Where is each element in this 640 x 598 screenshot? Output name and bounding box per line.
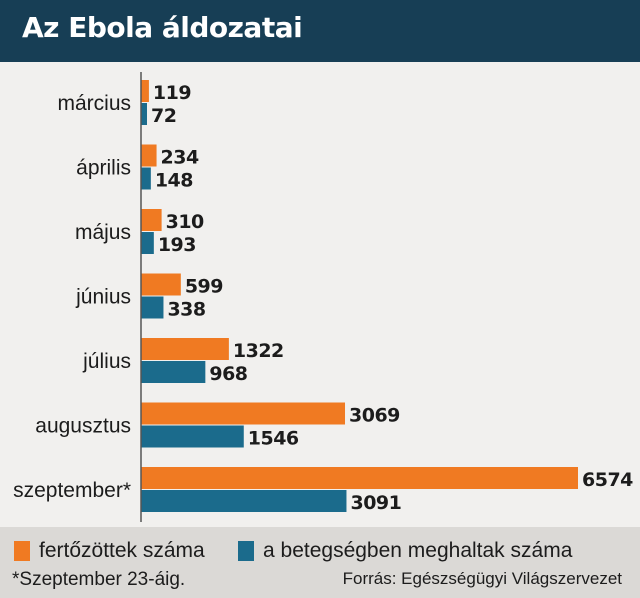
bar-deaths [141,425,244,448]
bar-infected [141,338,229,360]
bar-deaths [141,167,151,190]
value-label-infected: 6574 [582,469,633,491]
bar-infected [141,80,149,102]
legend-swatch-infected [14,541,30,561]
value-label-infected: 119 [153,82,191,104]
legend-swatch-deaths [238,541,254,561]
bar-infected [141,467,578,489]
bar-infected [141,144,157,167]
footer: fertőzöttek száma a betegségben meghalta… [0,527,640,598]
footnote: *Szeptember 23-áig. [12,569,186,590]
bar-infected [141,209,162,231]
bar-deaths [141,490,347,512]
value-label-deaths: 338 [167,299,205,321]
legend-item-deaths: a betegségben meghaltak száma [238,537,572,565]
bar-deaths [141,103,147,125]
bar-deaths [141,296,164,319]
bar-deaths [141,232,154,254]
legend-item-infected: fertőzöttek száma [14,537,205,565]
value-label-deaths: 1546 [248,428,299,450]
source-note: Forrás: Egészségügyi Világszervezet [342,569,622,588]
value-label-deaths: 148 [155,170,193,192]
value-label-deaths: 193 [158,234,196,256]
category-label: július [82,350,131,373]
header-bar: Az Ebola áldozatai [0,0,640,62]
bar-infected [141,402,346,425]
chart-title: Az Ebola áldozatai [22,11,303,44]
bar-deaths [141,361,206,383]
value-label-infected: 599 [185,276,223,298]
legend-label-deaths: a betegségben meghaltak száma [263,539,573,562]
value-label-deaths: 72 [151,105,176,127]
category-label: június [75,286,131,309]
value-label-deaths: 3091 [350,492,401,514]
value-label-infected: 3069 [349,405,400,427]
bar-infected [141,273,181,296]
value-label-deaths: 968 [209,363,247,385]
legend-label-infected: fertőzöttek száma [39,539,205,562]
value-label-infected: 1322 [233,340,284,362]
category-label: március [57,92,131,115]
category-label: szeptember* [13,479,131,502]
category-label: augusztus [35,415,131,438]
category-label: május [75,221,131,244]
value-label-infected: 234 [161,147,199,169]
value-label-infected: 310 [166,211,204,233]
category-label: április [76,157,131,180]
